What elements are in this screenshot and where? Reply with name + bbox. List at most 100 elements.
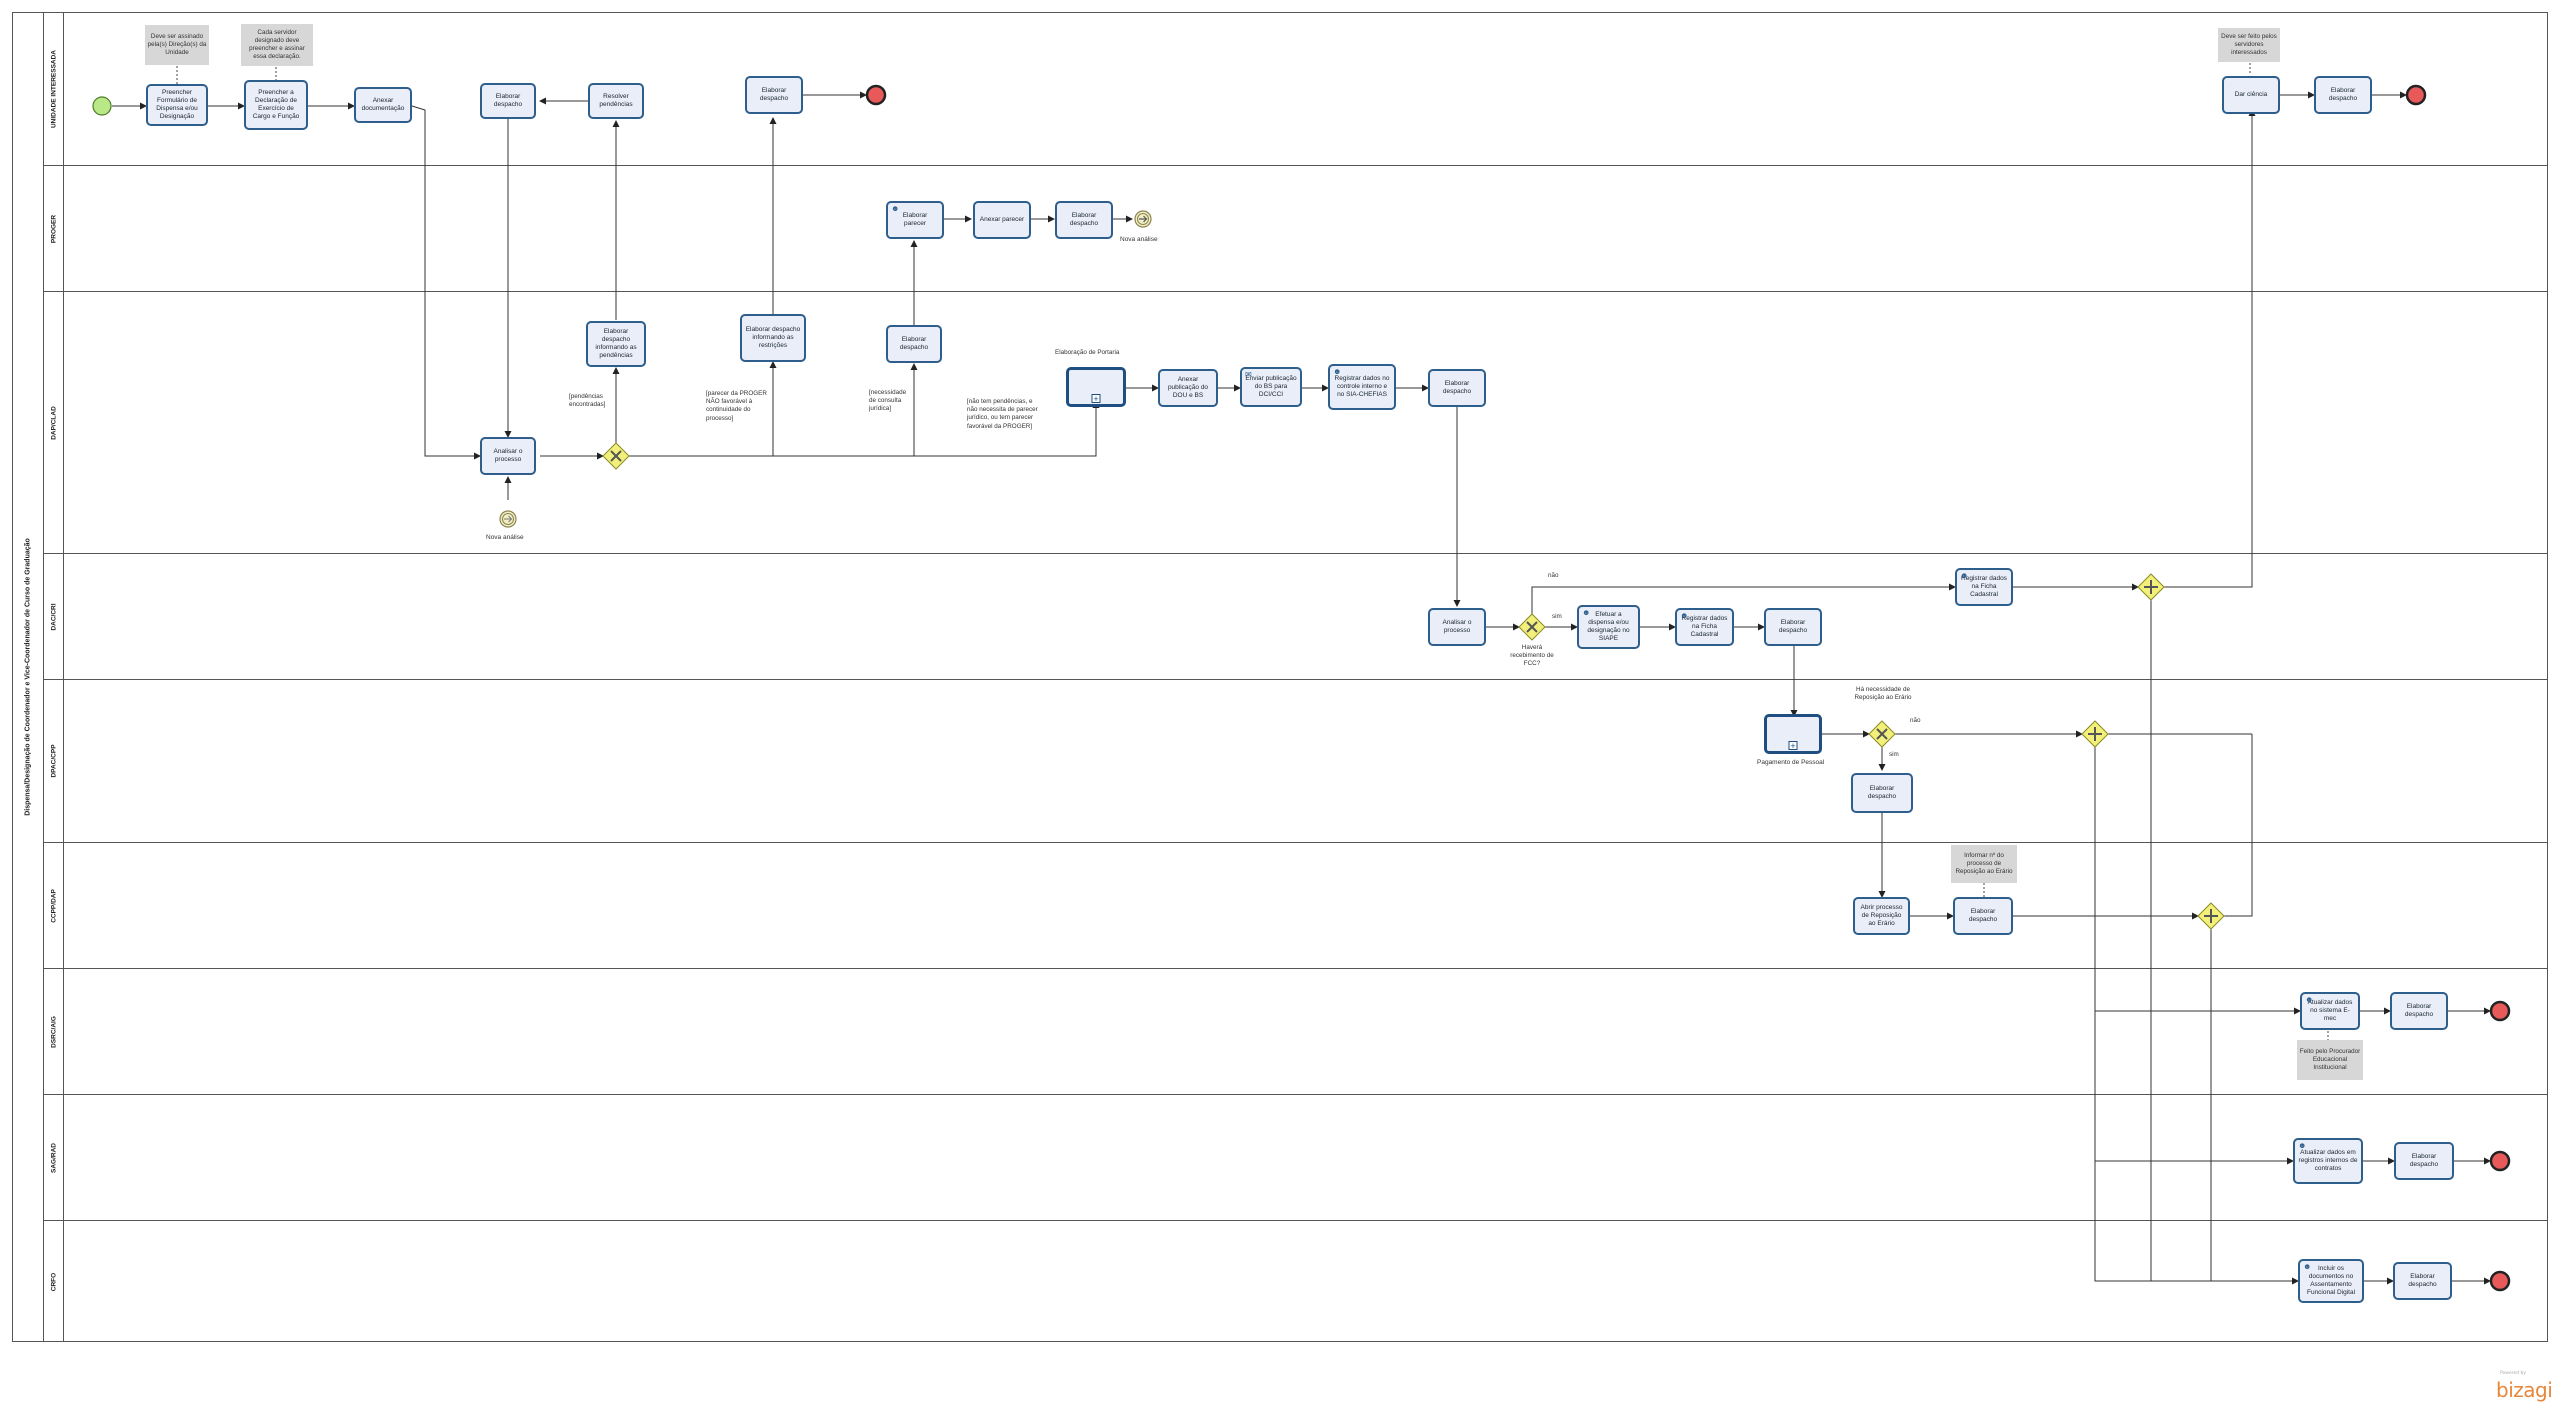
lane-crfo: CRFO	[44, 1221, 2548, 1342]
note: Cada servidor designado deve preencher e…	[241, 24, 313, 66]
condition-label: [pendências encontradas]	[569, 393, 606, 409]
user-task-icon: ☻	[1333, 367, 1342, 376]
task-elaborar-despacho[interactable]: Elaborar despacho	[480, 83, 536, 119]
lane-dap-clad: DAP/CLAD	[44, 292, 2548, 554]
task-atualizar-registros[interactable]: ☻ Atualizar dados em registros internos d…	[2293, 1138, 2363, 1184]
task-analisar-processo[interactable]: Analisar o processo	[1428, 608, 1486, 646]
task-elaborar-despacho[interactable]: Elaborar despacho	[1764, 608, 1822, 646]
task-elaborar-parecer[interactable]: ☻ Elaborar parecer	[886, 201, 944, 239]
task-registrar-dados-controle[interactable]: ☻ Registrar dados no controle interno e n…	[1328, 364, 1396, 410]
end-event	[2489, 1000, 2511, 1022]
task-dar-ciencia[interactable]: Dar ciência	[2222, 76, 2280, 114]
user-task-icon: ☻	[891, 204, 900, 213]
task-elaborar-despacho[interactable]: Elaborar despacho	[1953, 897, 2013, 935]
gateway-label: Haverá recebimento de FCC?	[1510, 644, 1554, 668]
task-elaborar-despacho[interactable]: Elaborar despacho	[1055, 201, 1113, 239]
task-resolver-pendencias[interactable]: Resolver pendências	[588, 83, 644, 119]
task-registrar-ficha[interactable]: ☻ Registrar dados na Ficha Cadastral	[1675, 608, 1734, 646]
task-efetuar-dispensa[interactable]: ☻ Efetuar a dispensa e/ou designação no S…	[1577, 605, 1640, 649]
subprocess-elaboracao-portaria[interactable]: +	[1066, 367, 1126, 407]
logo-name: bizagi	[2496, 1378, 2553, 1402]
event-label: Nova análise	[486, 534, 524, 541]
note: Deve ser assinado pela(s) Direção(s) da …	[145, 25, 209, 65]
note: Deve ser feito pelos servidores interess…	[2218, 28, 2280, 62]
task-atualizar-emec[interactable]: ☻ Atualizar dados no sistema E-mec	[2300, 992, 2360, 1030]
subprocess-label: Elaboração de Portaria	[1055, 349, 1120, 356]
link-event-catch	[499, 510, 517, 528]
lane-sag-rad: SAG/RAD	[44, 1095, 2548, 1221]
exclusive-gateway	[602, 442, 630, 470]
task-analisar-processo[interactable]: Analisar o processo	[480, 437, 536, 475]
gateway-label: Há necessidade de Reposição ao Erário	[1854, 686, 1912, 702]
flow-gw4-t7	[2164, 109, 2256, 588]
subprocess-marker-icon: +	[1091, 394, 1101, 404]
task-preencher-formulario[interactable]: Preencher Formulário de Dispensa e/ou De…	[146, 84, 208, 126]
start-event	[92, 96, 112, 116]
user-task-icon: ☻	[1582, 608, 1591, 617]
task-registrar-ficha[interactable]: ☻ Registrar dados na Ficha Cadastral	[1955, 568, 2013, 606]
task-abrir-processo-reposicao[interactable]: Abrir processo de Reposição ao Erário	[1853, 897, 1910, 935]
end-event	[2405, 84, 2427, 106]
task-despacho-restricoes[interactable]: Elaborar despacho informando as restriçõ…	[740, 314, 806, 362]
task-anexar-publicacao[interactable]: Anexar publicação do DOU e BS	[1158, 369, 1218, 407]
user-task-icon: ☻	[2298, 1141, 2307, 1150]
flow-gw1-t24	[1531, 583, 1956, 614]
end-event	[2489, 1270, 2511, 1292]
exclusive-gateway	[1518, 613, 1546, 641]
lane-dsrc-aig: DSRC/AIG	[44, 969, 2548, 1095]
lane-ccpp-dap: CCPP/DAP	[44, 843, 2548, 969]
condition-label: [parecer da PROGER NÃO favorável à conti…	[706, 390, 767, 422]
task-elaborar-despacho[interactable]: Elaborar despacho	[2393, 1262, 2452, 1300]
subprocess-pagamento-pessoal[interactable]: +	[1764, 714, 1822, 754]
gateway-yes-label: sim	[1552, 613, 1562, 620]
task-preencher-declaracao[interactable]: Preencher a Declaração de Exercício de C…	[244, 80, 308, 130]
flow-gw-sp1	[629, 401, 1100, 457]
lane-proger: PROGER	[44, 166, 2548, 292]
parallel-gateway	[2137, 573, 2165, 601]
exclusive-gateway	[1868, 720, 1896, 748]
task-anexar-parecer[interactable]: Anexar parecer	[973, 201, 1031, 239]
gateway-no-label: não	[1548, 572, 1559, 579]
link-event-throw	[1134, 210, 1152, 228]
parallel-gateway	[2081, 720, 2109, 748]
task-despacho-pendencias[interactable]: Elaborar despacho informando as pendênci…	[586, 321, 646, 367]
logo-powered: Powered by	[2500, 1371, 2527, 1376]
task-anexar-documentacao[interactable]: Anexar documentação	[354, 87, 412, 123]
pool	[12, 12, 2548, 1342]
end-event	[865, 84, 887, 106]
flow-gw6-up	[2224, 734, 2253, 917]
task-elaborar-despacho[interactable]: Elaborar despacho	[886, 325, 942, 363]
task-elaborar-despacho[interactable]: Elaborar despacho	[2390, 992, 2448, 1030]
user-task-icon: ☻	[1680, 611, 1689, 620]
send-task-icon: ✉	[1245, 370, 1252, 379]
task-enviar-publicacao[interactable]: ✉ Enviar publicação do BS para DCI/CCI	[1240, 367, 1302, 407]
task-elaborar-despacho[interactable]: Elaborar despacho	[1428, 369, 1486, 407]
note: Feito pelo Procurador Educacional Instit…	[2297, 1040, 2363, 1080]
user-task-icon: ☻	[2303, 1262, 2312, 1271]
parallel-gateway	[2197, 902, 2225, 930]
condition-label: [necessidade de consulta jurídica]	[869, 389, 907, 413]
task-elaborar-despacho[interactable]: Elaborar despacho	[745, 76, 803, 114]
task-incluir-documentos[interactable]: ☻ Incluir os documentos no Assentamento F…	[2298, 1259, 2364, 1303]
lane-unidade-interessada: UNIDADE INTERESSADA	[44, 12, 2548, 166]
task-elaborar-despacho[interactable]: Elaborar despacho	[2314, 76, 2372, 114]
note: Informar nº do processo de Reposição ao …	[1951, 845, 2017, 883]
lane-dpac-cpp: DPAC/CPP	[44, 680, 2548, 843]
event-label: Nova análise	[1120, 236, 1158, 243]
subprocess-label: Pagamento de Pessoal	[1757, 759, 1825, 766]
task-elaborar-despacho[interactable]: Elaborar despacho	[1851, 773, 1913, 813]
condition-label: [não tem pendências, e não necessita de …	[967, 398, 1038, 430]
end-event	[2489, 1150, 2511, 1172]
user-task-icon: ☻	[2305, 995, 2314, 1004]
gateway-yes-label: sim	[1889, 751, 1899, 758]
pool-label: Dispensa/Designação de Coordenador e Vic…	[12, 12, 44, 1342]
task-elaborar-despacho[interactable]: Elaborar despacho	[2394, 1142, 2454, 1180]
lane-dac-cri: DAC/CRI	[44, 554, 2548, 680]
bizagi-logo: Powered by bizagi	[2496, 1371, 2553, 1402]
gateway-no-label: não	[1910, 717, 1921, 724]
flow-gw5-t32	[2094, 747, 2299, 1285]
flow-t3-t15	[411, 105, 481, 460]
subprocess-marker-icon: +	[1788, 741, 1798, 751]
user-task-icon: ☻	[1960, 571, 1969, 580]
